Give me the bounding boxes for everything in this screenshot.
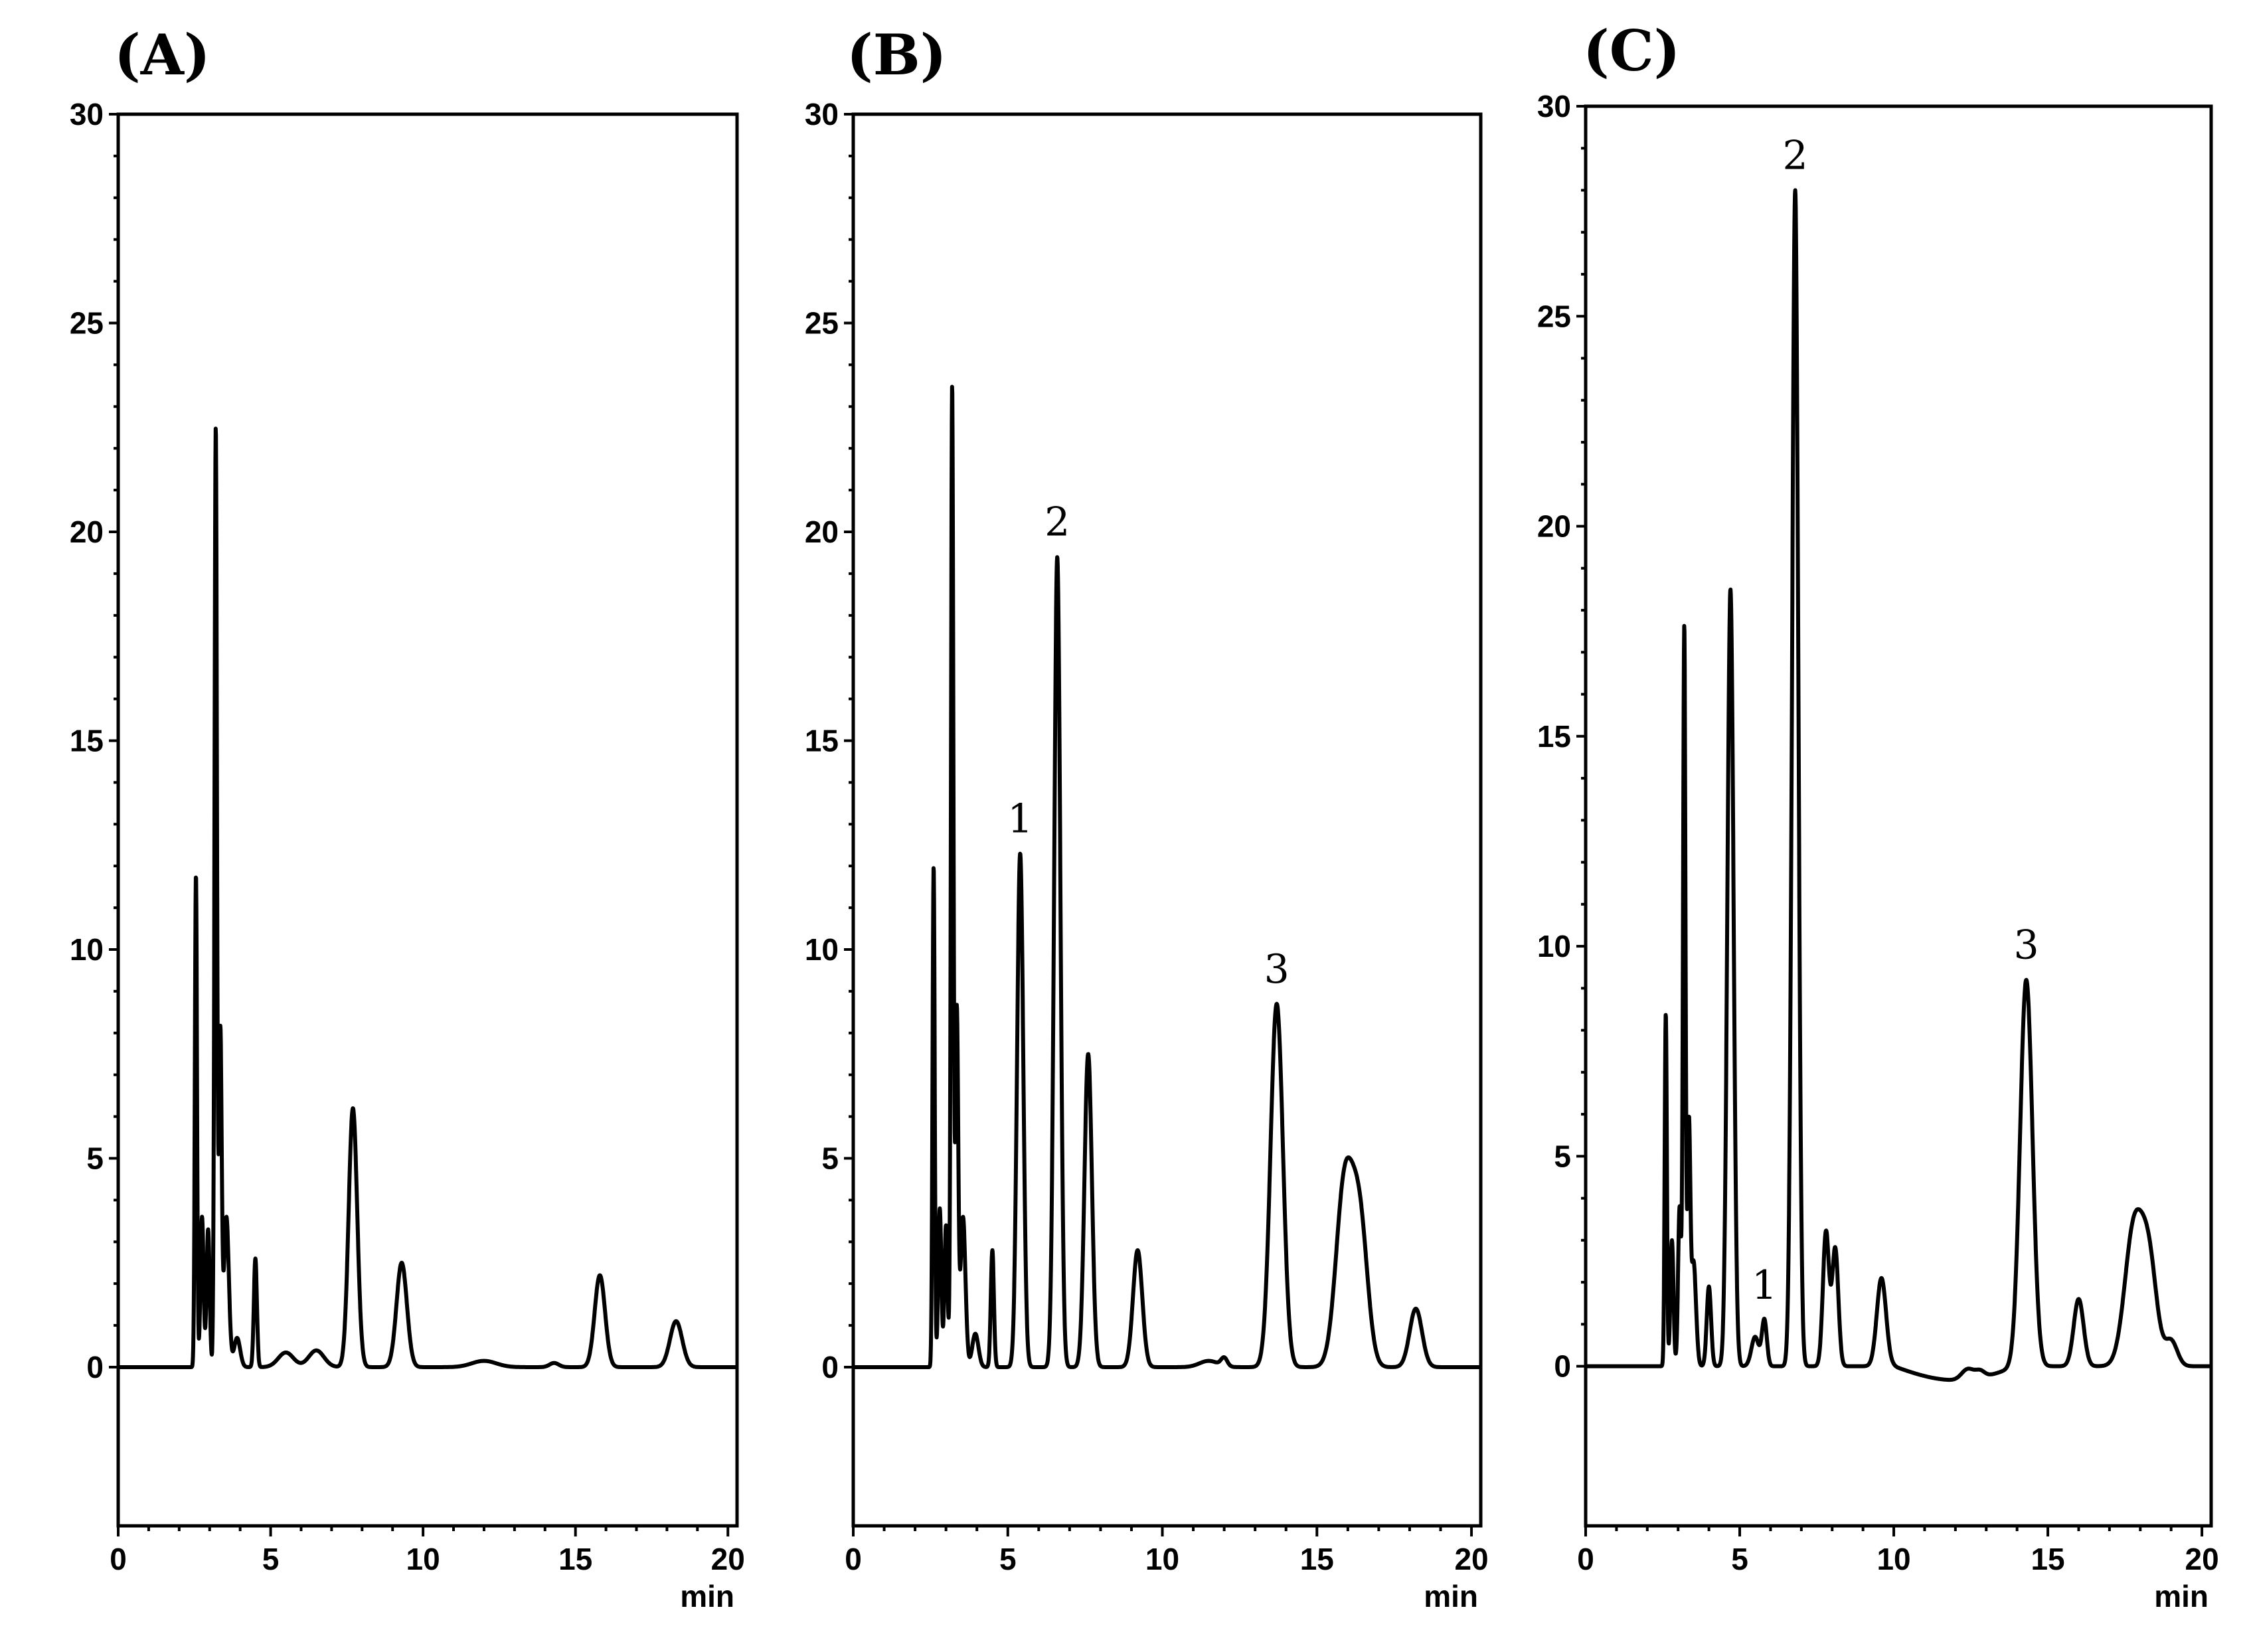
y-tick-label-c-25: 25 xyxy=(1537,299,1571,333)
y-tick-label-b-30: 30 xyxy=(805,97,839,131)
chromatogram-trace-c xyxy=(1584,188,2213,1382)
y-tick-label-c-20: 20 xyxy=(1537,509,1571,544)
y-tick-label-a-15: 15 xyxy=(70,723,104,758)
y-tick-label-c-0: 0 xyxy=(1554,1349,1571,1384)
panel-label-b: (B) xyxy=(847,22,947,88)
y-tick-label-b-0: 0 xyxy=(821,1350,839,1384)
y-tick-label-c-15: 15 xyxy=(1537,719,1571,754)
y-tick-label-a-30: 30 xyxy=(70,97,104,131)
x-tick-label-a-10: 10 xyxy=(406,1542,440,1576)
plot-frame-b xyxy=(851,112,1483,1528)
x-tick-label-b-15: 15 xyxy=(1300,1542,1334,1576)
y-tick-label-a-20: 20 xyxy=(70,515,104,549)
peak-label-b-2: 2 xyxy=(1044,499,1070,546)
y-tick-label-b-15: 15 xyxy=(805,723,839,758)
x-tick-label-a-15: 15 xyxy=(558,1542,592,1576)
x-axis-unit-a: min xyxy=(680,1579,734,1613)
panel-label-a: (A) xyxy=(114,22,210,88)
x-tick-label-b-0: 0 xyxy=(845,1542,862,1576)
y-tick-label-b-20: 20 xyxy=(805,515,839,549)
y-tick-label-c-30: 30 xyxy=(1537,89,1571,124)
y-tick-label-b-25: 25 xyxy=(805,305,839,340)
x-tick-label-c-20: 20 xyxy=(2185,1542,2218,1576)
y-tick-label-b-10: 10 xyxy=(805,932,839,967)
chromatogram-trace-b xyxy=(851,384,1483,1369)
peak-label-c-2: 2 xyxy=(1782,133,1807,179)
y-tick-label-c-10: 10 xyxy=(1537,929,1571,963)
peak-label-b-1: 1 xyxy=(1007,795,1033,842)
y-tick-label-c-5: 5 xyxy=(1554,1139,1571,1173)
x-tick-label-a-0: 0 xyxy=(110,1542,127,1576)
x-tick-label-c-0: 0 xyxy=(1577,1542,1594,1576)
peak-label-c-1: 1 xyxy=(1752,1262,1777,1309)
x-tick-label-b-20: 20 xyxy=(1454,1542,1488,1576)
y-tick-label-a-10: 10 xyxy=(70,932,104,967)
y-tick-label-a-5: 5 xyxy=(86,1141,104,1175)
y-tick-label-a-25: 25 xyxy=(70,305,104,340)
peak-label-c-3: 3 xyxy=(2013,922,2039,969)
x-tick-label-a-20: 20 xyxy=(711,1542,745,1576)
chromatogram-trace-a xyxy=(116,426,739,1369)
x-axis-unit-b: min xyxy=(1424,1579,1478,1613)
x-tick-label-c-10: 10 xyxy=(1876,1542,1910,1576)
y-tick-label-a-0: 0 xyxy=(86,1350,104,1384)
plot-frame-c xyxy=(1584,104,2213,1528)
panel-label-c: (C) xyxy=(1583,18,1680,84)
y-tick-label-b-5: 5 xyxy=(821,1141,839,1175)
x-tick-label-b-5: 5 xyxy=(999,1542,1017,1576)
x-axis-unit-c: min xyxy=(2154,1579,2209,1613)
x-tick-label-b-10: 10 xyxy=(1145,1542,1179,1576)
x-tick-label-c-15: 15 xyxy=(2031,1542,2064,1576)
plot-frame-a xyxy=(116,112,739,1528)
peak-label-b-3: 3 xyxy=(1264,946,1290,993)
x-tick-label-c-5: 5 xyxy=(1731,1542,1748,1576)
x-tick-label-a-5: 5 xyxy=(262,1542,280,1576)
